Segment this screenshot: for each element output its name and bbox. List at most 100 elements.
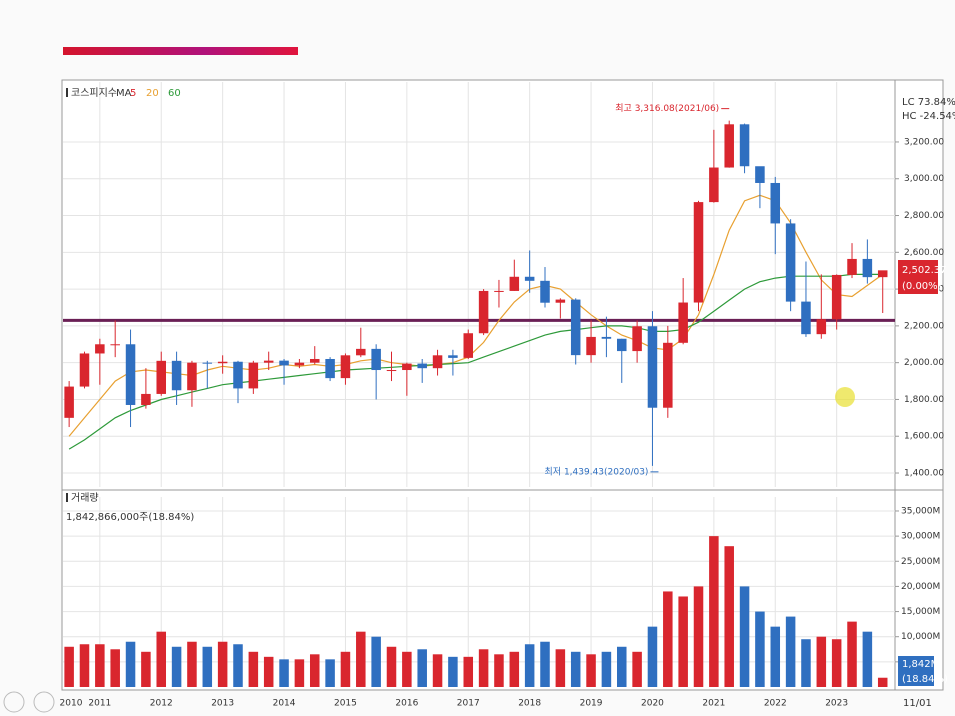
candle-body <box>494 290 504 292</box>
volume-bar <box>402 651 412 687</box>
ma-legend-entry: 20 <box>146 88 159 99</box>
volume-bar <box>340 651 351 687</box>
y-tick-label: 10,000M <box>901 632 940 642</box>
candle-body <box>402 363 412 371</box>
candle-body <box>187 362 197 391</box>
volume-bar <box>294 659 305 687</box>
candle-body <box>709 167 719 203</box>
candle-body <box>233 361 243 389</box>
volume-bar <box>125 641 136 687</box>
nav-prev[interactable] <box>3 691 25 713</box>
candle-body <box>663 342 673 408</box>
volume-bar <box>632 651 642 687</box>
candle-body <box>862 258 873 278</box>
volume-bar <box>678 596 688 687</box>
candle-body <box>371 348 381 371</box>
volume-bar <box>709 536 719 687</box>
toolbar <box>3 387 855 713</box>
y-tick-label: 2,600.00 <box>904 248 944 258</box>
volume-bar <box>509 651 520 687</box>
candle-body <box>831 274 842 320</box>
candle-body <box>417 363 427 369</box>
volume-bar <box>79 644 90 687</box>
x-tick-label: 2020 <box>641 699 664 709</box>
y-tick-label: 2,200.00 <box>904 321 944 331</box>
candle-body <box>110 344 120 346</box>
volume-bar <box>233 644 243 687</box>
last-price: 2,502.37 <box>902 265 947 276</box>
volume-bar <box>801 639 811 687</box>
y-tick-label: 1,800.00 <box>904 395 944 405</box>
volume-bar <box>448 656 458 687</box>
volume-title: 거래량 <box>71 492 99 504</box>
volume-bar <box>663 591 673 687</box>
ma-line <box>68 273 883 450</box>
volume-bar <box>586 654 596 687</box>
volume-bar <box>524 644 535 687</box>
candle-body <box>248 362 259 389</box>
candle-body <box>478 290 489 334</box>
candle-body <box>79 353 90 387</box>
x-tick-label: 2013 <box>211 699 234 709</box>
axes: 1,400.00 1,600.00 1,800.00 2,000.00 2,200.00… <box>60 103 945 708</box>
ma-legend-entry: 60 <box>168 88 181 99</box>
x-tick-label: 2018 <box>518 699 541 709</box>
candle-body <box>555 299 566 303</box>
legend-marker <box>66 88 68 97</box>
volume-bar <box>478 649 489 687</box>
y-tick-label: 3,000.00 <box>904 174 944 184</box>
volume-info: 1,842,866,000주(18.84%) <box>66 512 194 523</box>
candle-body <box>125 344 136 405</box>
date-label: 11/01 <box>903 698 932 709</box>
last-volume-change: (18.84%) <box>902 674 948 685</box>
x-tick-label: 2021 <box>702 699 725 709</box>
candle-body <box>647 326 658 408</box>
candle-body <box>217 361 228 364</box>
candle-body <box>263 360 274 363</box>
x-tick-label: 2012 <box>150 699 173 709</box>
volume-bar <box>202 646 213 687</box>
x-tick-label: 2014 <box>273 699 296 709</box>
candle-body <box>509 276 520 291</box>
nav-next[interactable] <box>33 691 55 713</box>
x-tick-label: 2015 <box>334 699 357 709</box>
volume-bar <box>693 586 704 687</box>
x-tick-label: 2017 <box>457 699 480 709</box>
volume-bar <box>724 546 734 687</box>
volume-bar <box>463 656 474 687</box>
candle-body <box>279 360 289 366</box>
candle-body <box>755 166 765 183</box>
candle-body <box>325 358 335 379</box>
volume-bar <box>739 586 750 687</box>
y-tick-label: 2,000.00 <box>904 358 944 368</box>
lc-info: LC 73.84% <box>902 97 955 108</box>
candle-body <box>693 202 704 303</box>
y-tick-label: 35,000M <box>901 506 940 516</box>
y-tick-label: 1,400.00 <box>904 469 944 479</box>
volume-bar <box>617 646 627 687</box>
candle-body <box>356 348 366 356</box>
candle-body <box>340 355 351 379</box>
candle-body <box>847 258 857 275</box>
annotation-low: 최저 1,439.43(2020/03) <box>545 466 649 477</box>
candle-body <box>678 302 688 343</box>
candle-body <box>95 344 105 354</box>
candle-body <box>141 393 151 405</box>
chart-frame <box>61 79 944 691</box>
volume-bar <box>110 649 120 687</box>
y-tick-label: 30,000M <box>901 532 940 542</box>
volume-bar <box>187 641 197 687</box>
last-volume: 1,842M <box>902 659 939 670</box>
volume-bar <box>171 646 182 687</box>
candle-body <box>294 362 305 366</box>
volume-bar <box>816 636 827 687</box>
volume-bar <box>770 626 781 687</box>
x-tick-label: 2016 <box>395 699 418 709</box>
candle-body <box>386 370 397 372</box>
candle-body <box>877 270 888 278</box>
candle-body <box>524 276 535 281</box>
candle-body <box>202 362 213 364</box>
volume-bar <box>755 611 765 687</box>
